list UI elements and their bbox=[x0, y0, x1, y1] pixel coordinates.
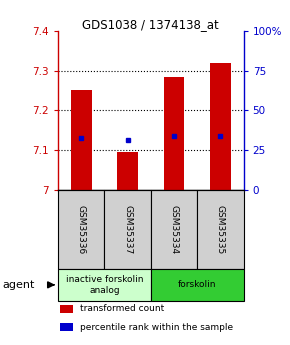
Bar bbox=[71, 90, 92, 189]
Text: forskolin: forskolin bbox=[178, 280, 216, 289]
Bar bbox=[210, 63, 231, 189]
Text: GSM35336: GSM35336 bbox=[77, 205, 86, 254]
Text: transformed count: transformed count bbox=[80, 304, 164, 313]
Bar bbox=[104, 189, 151, 269]
Bar bbox=[164, 77, 184, 189]
Title: GDS1038 / 1374138_at: GDS1038 / 1374138_at bbox=[82, 18, 219, 31]
Bar bbox=[58, 189, 104, 269]
Bar bbox=[197, 189, 244, 269]
Text: inactive forskolin
analog: inactive forskolin analog bbox=[66, 275, 143, 295]
Bar bbox=[60, 323, 73, 332]
Text: agent: agent bbox=[2, 280, 35, 290]
Text: GSM35334: GSM35334 bbox=[169, 205, 179, 254]
Text: GSM35337: GSM35337 bbox=[123, 205, 132, 254]
Bar bbox=[151, 189, 197, 269]
Bar bbox=[151, 269, 244, 301]
Text: percentile rank within the sample: percentile rank within the sample bbox=[80, 323, 233, 332]
Bar bbox=[117, 152, 138, 189]
Bar bbox=[60, 305, 73, 313]
Text: GSM35335: GSM35335 bbox=[216, 205, 225, 254]
Bar bbox=[58, 269, 151, 301]
